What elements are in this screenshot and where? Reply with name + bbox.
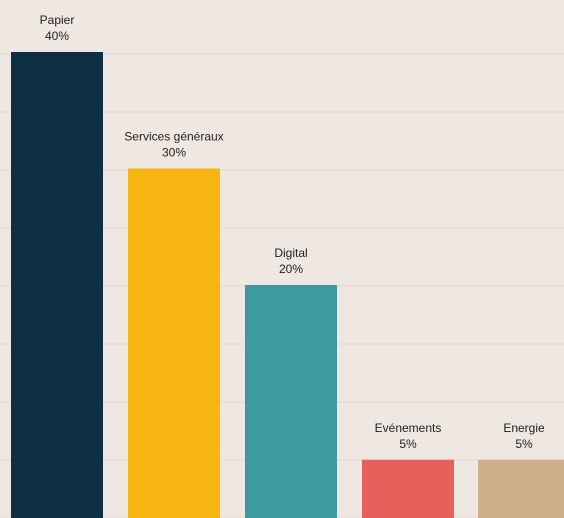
- bar-value-label: 5%: [399, 437, 417, 451]
- bars-layer: [11, 52, 564, 518]
- bar-papier: [11, 52, 103, 518]
- bar-value-label: 40%: [45, 29, 69, 43]
- bar-category-label: Papier: [40, 13, 75, 27]
- bar-category-label: Evénements: [375, 421, 442, 435]
- bar-value-label: 5%: [515, 437, 533, 451]
- bar-category-label: Energie: [503, 421, 545, 435]
- bar-value-label: 20%: [279, 262, 303, 276]
- bar-value-label: 30%: [162, 146, 186, 160]
- bar-category-label: Digital: [274, 246, 307, 260]
- bar-energie: [478, 459, 564, 518]
- bar-ev-nements: [362, 459, 454, 518]
- labels-layer: Papier 40% Services généraux 30% Digital 20% E…: [40, 13, 545, 451]
- bar-services-g-n-raux: [128, 168, 220, 518]
- bar-digital: [245, 285, 337, 518]
- bar-category-label: Services généraux: [124, 130, 223, 144]
